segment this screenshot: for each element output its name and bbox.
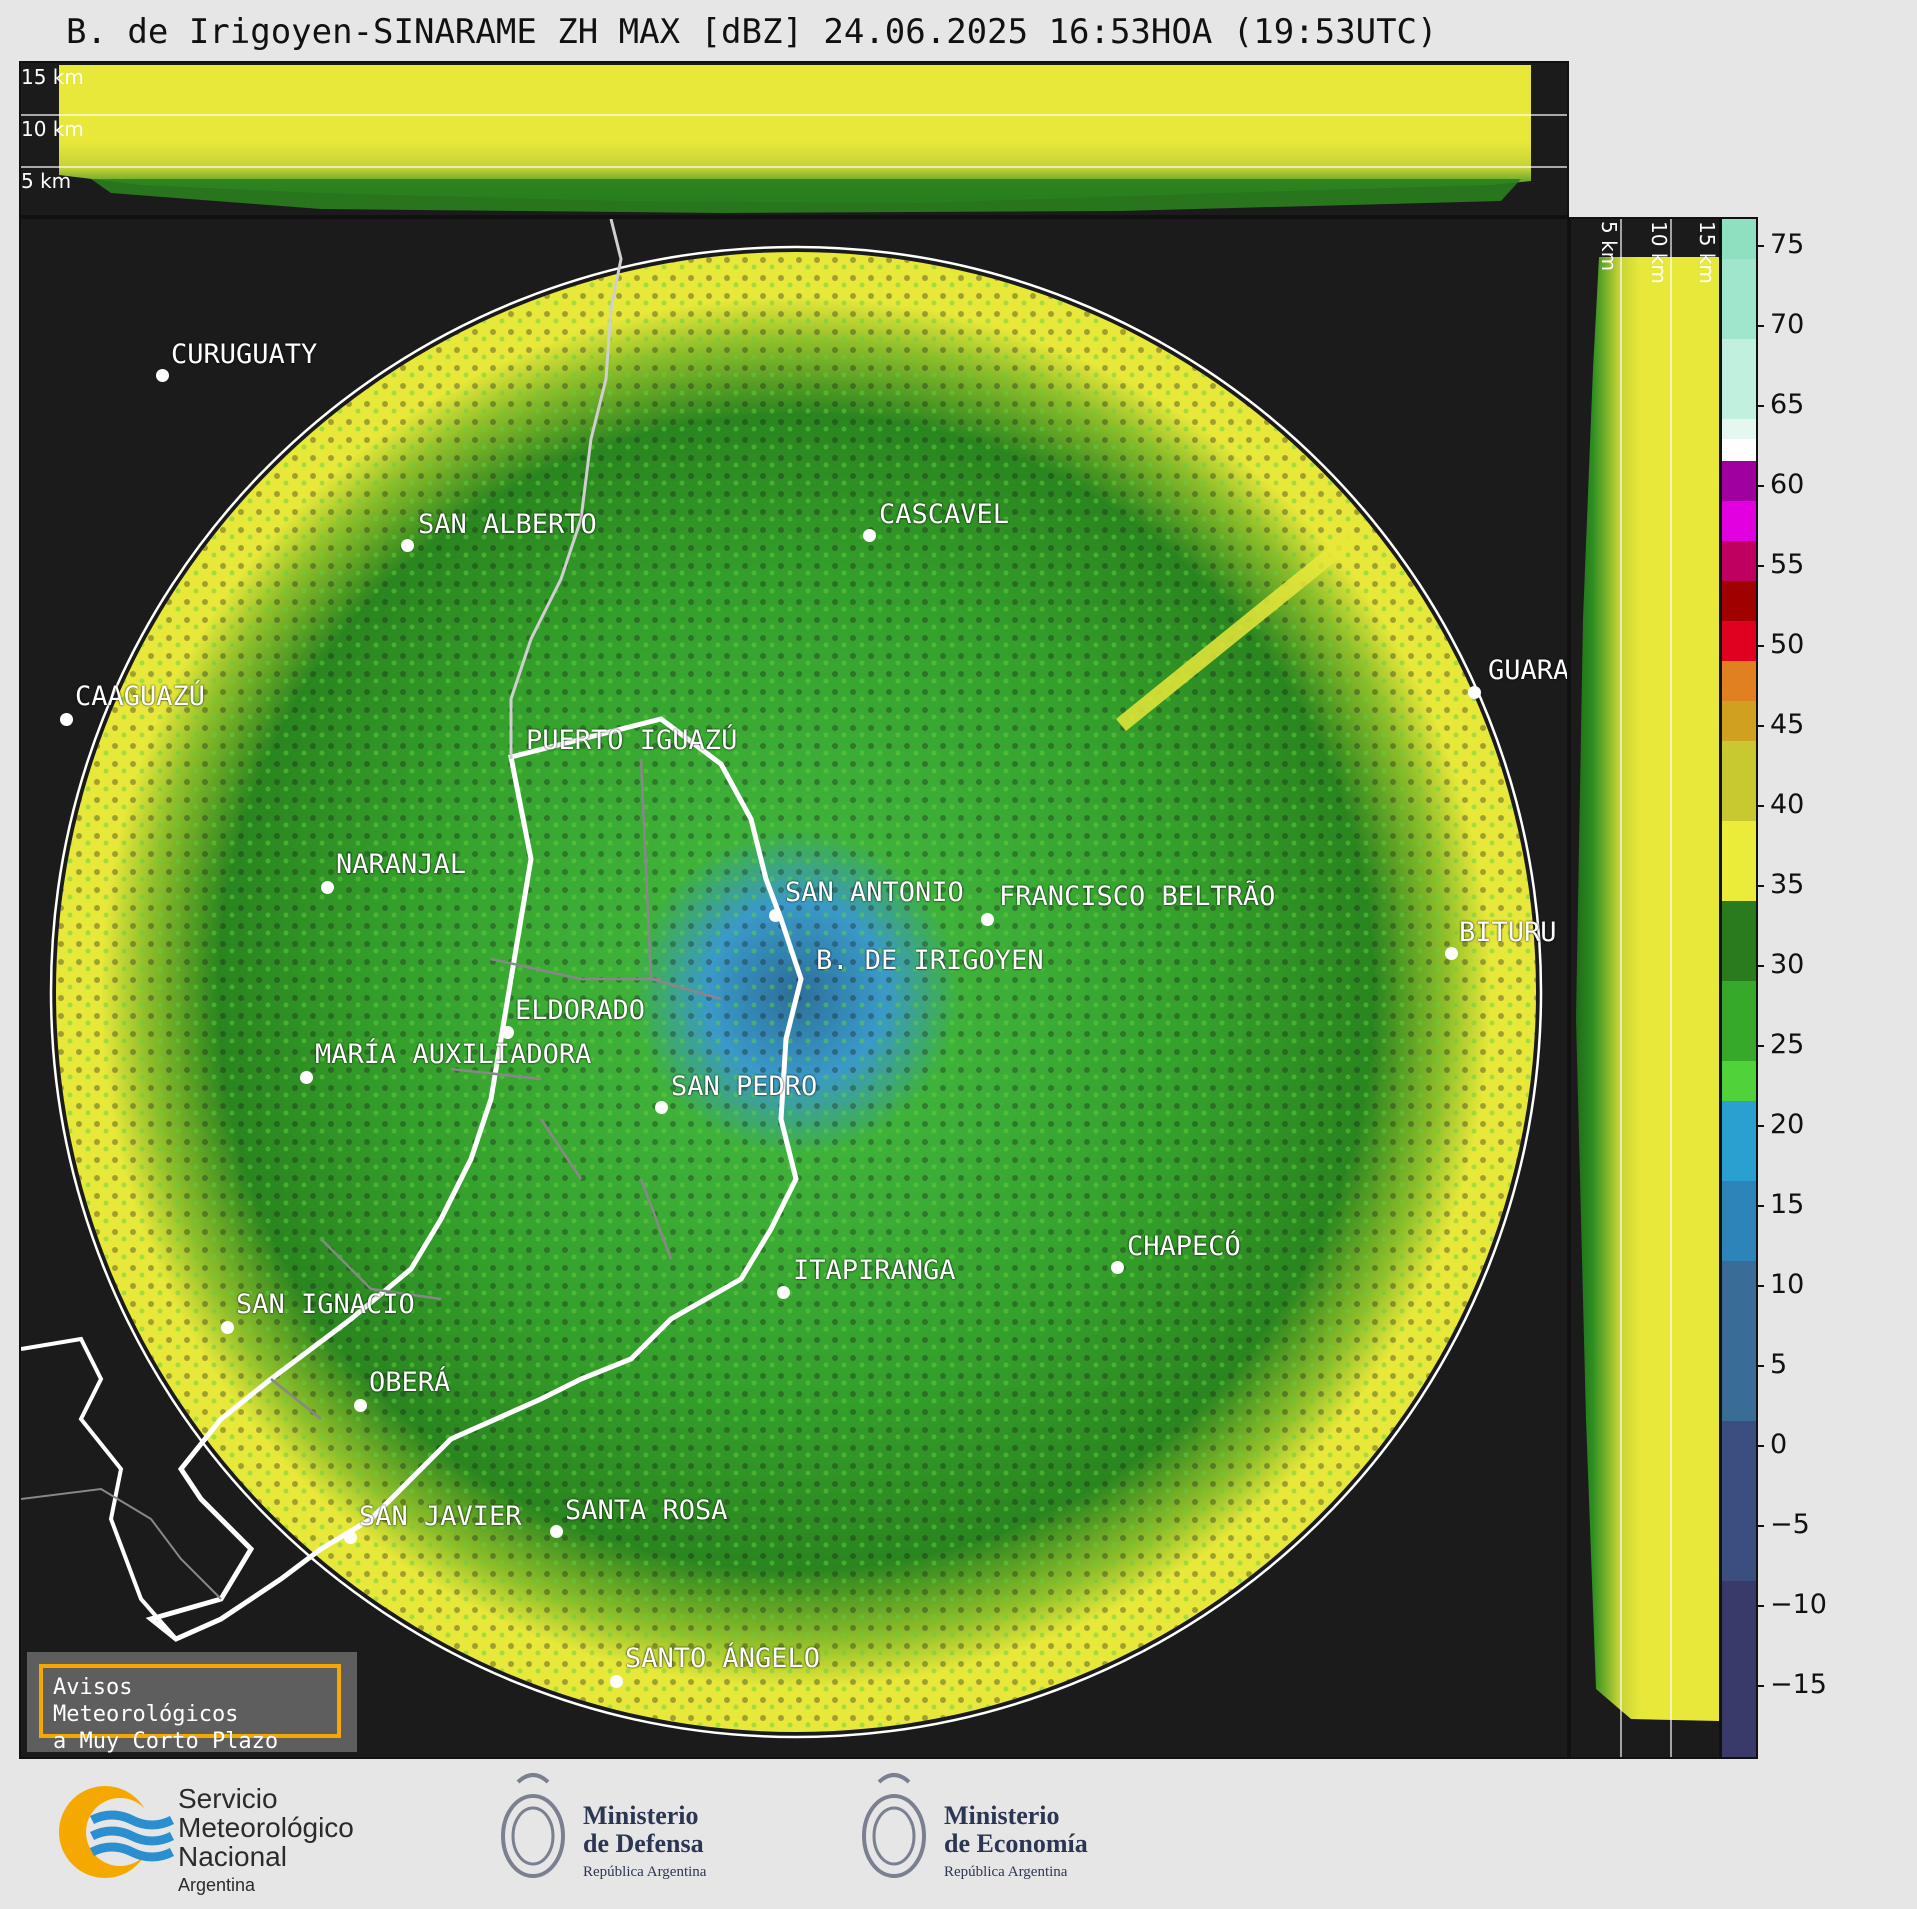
defensa-line-2: de Defensa xyxy=(583,1829,704,1858)
city-marker xyxy=(60,713,73,726)
city-marker xyxy=(344,1531,357,1544)
colorbar-tick: −15 xyxy=(1756,1669,1827,1700)
city-label-curuguaty: CURUGUATY xyxy=(171,339,318,370)
right-height-label-10: 10 km xyxy=(1647,221,1671,284)
city-label-obera: OBERÁ xyxy=(369,1367,451,1398)
city-label-santa-rosa: SANTA ROSA xyxy=(565,1495,728,1526)
avisos-badge-frame: Avisos Meteorológicos a Muy Corto Plazo xyxy=(39,1664,341,1754)
city-marker xyxy=(769,909,782,922)
economia-seal-icon xyxy=(862,1773,926,1878)
radar-ppi-graphic xyxy=(21,219,1543,1739)
defensa-logo-text: Ministerio de Defensa República Argentin… xyxy=(583,1802,706,1886)
city-label-bituru: BITURU xyxy=(1459,917,1557,948)
city-label-cascavel: CASCAVEL xyxy=(879,499,1010,530)
city-marker xyxy=(156,369,169,382)
city-marker xyxy=(610,1675,623,1688)
city-marker xyxy=(401,539,414,552)
smn-logo-text: Servicio Meteorológico Nacional Argentin… xyxy=(178,1784,354,1900)
economia-line-3: República Argentina xyxy=(944,1864,1068,1880)
smn-logo-icon xyxy=(59,1786,175,1878)
city-label-b-de-irigoyen: B. DE IRIGOYEN xyxy=(816,945,1044,976)
city-label-san-pedro: SAN PEDRO xyxy=(671,1071,818,1102)
avisos-line-2: a Muy Corto Plazo xyxy=(53,1729,279,1754)
right-cross-section-graphic xyxy=(1576,219,1719,1757)
colorbar-tick: 25 xyxy=(1755,1029,1804,1060)
right-height-label-5: 5 km xyxy=(1597,221,1621,272)
colorbar-tick: 75 xyxy=(1755,229,1804,260)
city-label-san-antonio: SAN ANTONIO xyxy=(785,877,964,908)
defensa-seal-icon xyxy=(501,1773,565,1878)
economia-line-1: Ministerio xyxy=(944,1801,1060,1830)
city-marker xyxy=(354,1399,367,1412)
colorbar-tick: 30 xyxy=(1755,949,1804,980)
city-label-puerto-iguazu: PUERTO IGUAZÚ xyxy=(526,725,738,756)
city-label-francisco-beltrao: FRANCISCO BELTRÃO xyxy=(999,881,1276,912)
smn-line-2: Meteorológico xyxy=(178,1812,354,1843)
colorbar-tick: 20 xyxy=(1755,1109,1804,1140)
colorbar-tick: 70 xyxy=(1755,309,1804,340)
smn-line-3: Nacional xyxy=(178,1841,287,1872)
colorbar-tick: 15 xyxy=(1755,1189,1804,1220)
colorbar xyxy=(1720,217,1758,1759)
colorbar-tick: −5 xyxy=(1756,1509,1810,1540)
colorbar-tick: 45 xyxy=(1755,709,1804,740)
radar-map-panel: CURUGUATY SAN ALBERTO CASCAVEL CAAGUAZÚ … xyxy=(19,217,1569,1759)
city-marker xyxy=(550,1525,563,1538)
city-label-guara: GUARA xyxy=(1488,655,1569,686)
city-label-caaguazu: CAAGUAZÚ xyxy=(75,681,206,712)
footer-logos: Servicio Meteorológico Nacional Argentin… xyxy=(0,1762,1917,1909)
colorbar-tick: 55 xyxy=(1755,549,1804,580)
city-label-san-ignacio: SAN IGNACIO xyxy=(236,1289,415,1320)
city-label-itapiranga: ITAPIRANGA xyxy=(793,1255,956,1286)
colorbar-tick: 65 xyxy=(1755,389,1804,420)
smn-line-4: Argentina xyxy=(178,1875,256,1895)
top-height-label-15: 15 km xyxy=(21,65,84,89)
colorbar-tick: 0 xyxy=(1755,1429,1787,1460)
defensa-line-1: Ministerio xyxy=(583,1801,699,1830)
city-marker xyxy=(777,1286,790,1299)
city-label-eldorado: ELDORADO xyxy=(515,995,646,1026)
city-marker xyxy=(981,913,994,926)
city-marker xyxy=(863,529,876,542)
top-height-label-5: 5 km xyxy=(21,169,72,193)
city-marker xyxy=(321,881,334,894)
colorbar-tick: 50 xyxy=(1755,629,1804,660)
defensa-line-3: República Argentina xyxy=(583,1864,707,1880)
colorbar-tick: −10 xyxy=(1756,1589,1827,1620)
colorbar-tick: 60 xyxy=(1755,469,1804,500)
colorbar-tick: 10 xyxy=(1755,1269,1804,1300)
city-label-naranjal: NARANJAL xyxy=(336,849,467,880)
city-marker xyxy=(300,1071,313,1084)
city-marker xyxy=(1445,947,1458,960)
right-height-label-15: 15 km xyxy=(1695,221,1719,284)
chart-title: B. de Irigoyen-SINARAME ZH MAX [dBZ] 24.… xyxy=(66,12,1438,52)
city-label-chapeco: CHAPECÓ xyxy=(1127,1231,1241,1262)
city-marker xyxy=(1111,1261,1124,1274)
top-cross-section-graphic xyxy=(21,65,1567,213)
city-marker xyxy=(501,1026,514,1039)
city-label-santo-angelo: SANTO ÁNGELO xyxy=(625,1643,821,1674)
colorbar-tick: 40 xyxy=(1755,789,1804,820)
avisos-badge: Avisos Meteorológicos a Muy Corto Plazo xyxy=(27,1652,357,1754)
economia-line-2: de Economía xyxy=(944,1829,1088,1858)
city-label-san-javier: SAN JAVIER xyxy=(359,1501,522,1532)
right-cross-section-panel: 5 km 10 km 15 km xyxy=(1569,217,1721,1759)
city-marker xyxy=(655,1101,668,1114)
economia-logo-text: Ministerio de Economía República Argenti… xyxy=(944,1802,1088,1886)
footer-graphics xyxy=(59,1773,926,1878)
colorbar-tick: 35 xyxy=(1755,869,1804,900)
top-cross-section-panel: 15 km 10 km 5 km xyxy=(19,61,1569,217)
avisos-line-1: Avisos Meteorológicos xyxy=(53,1675,239,1727)
top-height-label-10: 10 km xyxy=(21,117,84,141)
city-marker xyxy=(221,1321,234,1334)
city-label-maria-auxiliadora: MARÍA AUXILIADORA xyxy=(315,1039,592,1070)
smn-line-1: Servicio xyxy=(178,1783,278,1814)
colorbar-tick: 5 xyxy=(1755,1349,1787,1380)
city-label-san-alberto: SAN ALBERTO xyxy=(418,509,597,540)
colorbar-graphic xyxy=(1722,219,1756,1757)
city-marker xyxy=(1468,686,1481,699)
